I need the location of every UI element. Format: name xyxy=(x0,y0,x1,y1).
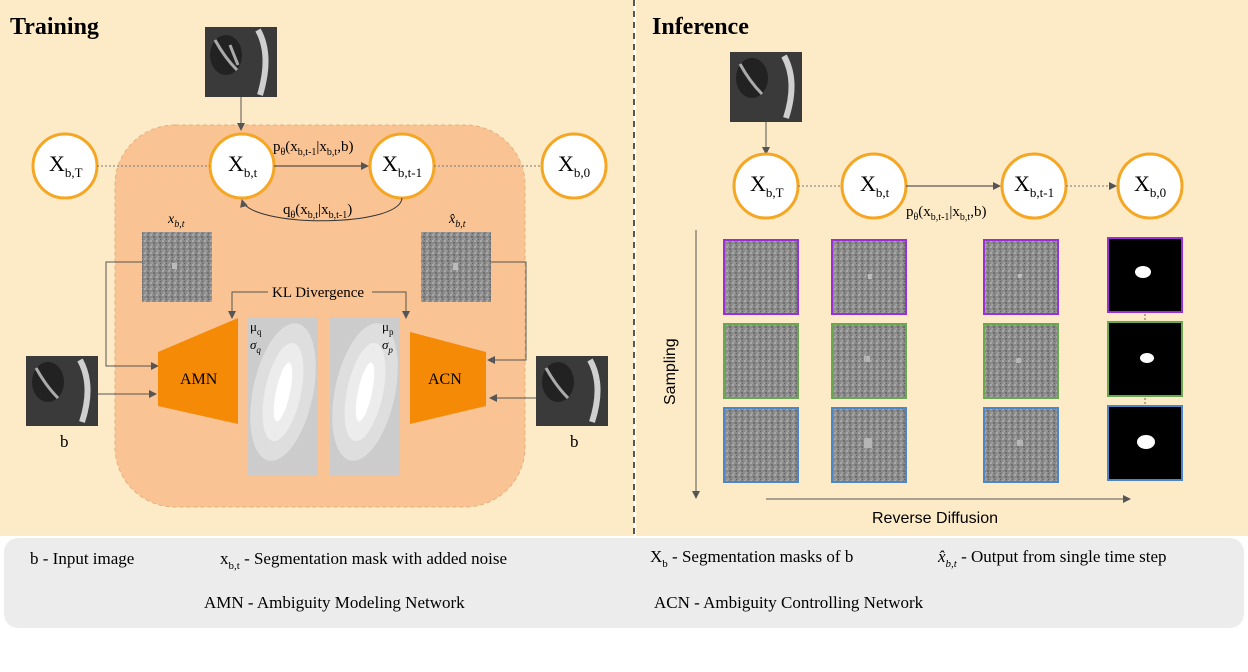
legend-box xyxy=(4,538,1244,628)
svg-text:Xb,T: Xb,T xyxy=(750,171,784,200)
training-inner-box xyxy=(114,124,526,508)
svg-text:Xb,t: Xb,t xyxy=(860,171,890,200)
amn-label: AMN xyxy=(180,371,218,388)
grid-r1-c1 xyxy=(723,239,799,315)
sampling-label: Sampling xyxy=(662,338,679,405)
legend-acn: ACN - Ambiguity Controlling Network xyxy=(654,593,924,612)
inf-p-theta: pθ(xb,t-1|xb,t,b) xyxy=(906,204,986,223)
inf-node-xb0: Xb,0 xyxy=(1116,152,1184,220)
train-node-xbt: Xb,t xyxy=(208,132,276,200)
acn-label: ACN xyxy=(428,371,462,388)
legend-x: xb,t - Segmentation mask with added nois… xyxy=(220,549,507,572)
svg-text:Xb,t-1: Xb,t-1 xyxy=(382,151,422,180)
svg-text:Xb,t-1: Xb,t-1 xyxy=(1014,171,1054,200)
edge-q-back xyxy=(240,197,403,222)
ct-image-right xyxy=(536,356,608,426)
grid-r2-c1 xyxy=(723,323,799,399)
sigma-p: σp xyxy=(382,337,393,355)
train-node-xbt1: Xb,t-1 xyxy=(368,132,436,200)
amn-network xyxy=(158,318,238,424)
kl-divergence-label: KL Divergence xyxy=(272,285,364,301)
mu-q: μq xyxy=(250,319,262,337)
reverse-diffusion-label: Reverse Diffusion xyxy=(872,510,998,527)
ct-image-top xyxy=(205,27,277,97)
distribution-q xyxy=(248,317,318,475)
inf-node-xbt: Xb,t xyxy=(840,152,908,220)
train-node-xb0: Xb,0 xyxy=(540,132,608,200)
grid-r3-c1 xyxy=(723,407,799,483)
legend-X: Xb - Segmentation masks of b xyxy=(650,547,853,570)
inference-grid xyxy=(172,237,1183,483)
inf-node-xbt1: Xb,t-1 xyxy=(1000,152,1068,220)
svg-text:Xb,0: Xb,0 xyxy=(1134,171,1166,200)
acn-network xyxy=(410,332,486,424)
svg-text:Xb,t: Xb,t xyxy=(228,151,258,180)
inf-node-xbT: Xb,T xyxy=(732,152,800,220)
legend-xhat: x̂b,t - Output from single time step xyxy=(937,547,1167,570)
sigma-q: σq xyxy=(250,337,261,355)
distribution-p xyxy=(330,317,400,475)
train-node-xbT: Xb,T xyxy=(31,132,99,200)
svg-text:Xb,0: Xb,0 xyxy=(558,151,590,180)
ct-image-left xyxy=(26,356,98,426)
train-p-theta: pθ(xb,t-1|xb,t,b) xyxy=(273,139,353,158)
train-q-theta: qθ(xb,t|xb,t-1) xyxy=(283,202,352,221)
xhat-label: x̂b,t xyxy=(448,212,466,230)
grid-r1-c3 xyxy=(983,239,1059,315)
svg-text:Xb,T: Xb,T xyxy=(49,151,83,180)
xbt-label: xb,t xyxy=(167,212,185,230)
b-left-label: b xyxy=(60,432,69,451)
training-title: Training xyxy=(10,14,99,40)
legend-amn: AMN - Ambiguity Modeling Network xyxy=(204,593,465,612)
b-right-label: b xyxy=(570,432,579,451)
inference-title: Inference xyxy=(652,14,749,40)
mu-p: μp xyxy=(382,319,394,337)
ct-image-inference xyxy=(730,52,802,122)
legend-b: b - Input image xyxy=(30,549,134,568)
